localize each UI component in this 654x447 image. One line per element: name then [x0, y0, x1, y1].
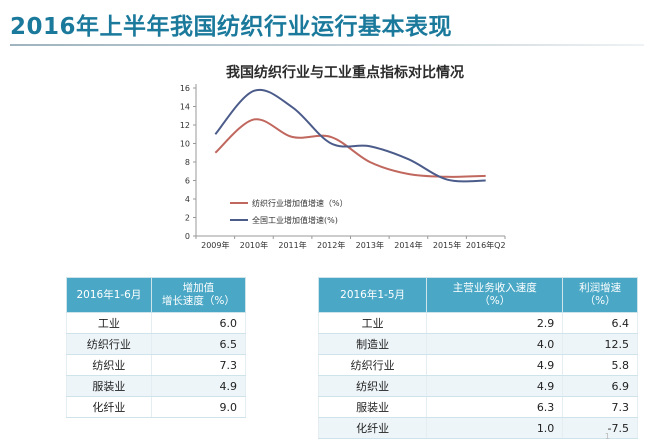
title-divider [10, 44, 644, 46]
row-label-cell: 纺织行业 [66, 333, 152, 355]
x-tick-label: 2012年 [317, 240, 345, 250]
value-cell: 4.9 [150, 375, 247, 397]
value-cell: 6.9 [562, 375, 638, 397]
row-label-cell: 工业 [66, 312, 152, 334]
value-cell: 6.3 [426, 396, 564, 418]
table-row: 服装业 4.9 [66, 375, 247, 397]
legend-label-2: 全国工业增加值增速(%) [252, 215, 338, 225]
x-tick-label: 2013年 [356, 240, 384, 250]
y-tick-label: 2 [185, 214, 190, 223]
y-tick-label: 12 [180, 121, 190, 130]
row-label-cell: 化纤业 [317, 417, 428, 439]
series-line-2 [214, 88, 486, 183]
value-cell: 2.9 [426, 312, 564, 334]
legend-label-1: 纺织行业增加值增速（%） [252, 198, 348, 208]
value-cell: 7.3 [562, 396, 638, 418]
line-chart: 0 2 4 6 8 10 12 14 16 2009年 2010年 2011年 2012年 2013年 20… [160, 58, 530, 263]
table-row: 纺织行业 6.5 [66, 333, 247, 355]
row-label-cell: 化纤业 [66, 396, 152, 418]
table-row: 纺织业 4.9 6.9 [317, 375, 638, 397]
series-line-1 [214, 118, 486, 178]
table-row: 化纤业 1.0 -7.5 [317, 417, 638, 439]
y-tick-label: 4 [185, 195, 190, 204]
column-header: 利润增速 （%） [562, 277, 638, 313]
row-label-cell: 制造业 [317, 333, 428, 355]
x-tick-label: 2016年Q2 [466, 240, 506, 250]
y-tick-label: 8 [185, 158, 190, 167]
column-header: 增加值 增长速度（%） [150, 277, 247, 313]
page-title: 2016年上半年我国纺织行业运行基本表现 [10, 14, 453, 40]
row-label-cell: 纺织业 [317, 375, 428, 397]
y-tick-label: 0 [185, 232, 190, 241]
table-row: 工业 2.9 6.4 [317, 312, 638, 334]
table-row: 纺织业 7.3 [66, 354, 247, 376]
column-header: 2016年1-6月 [66, 277, 152, 313]
x-tick-label: 2014年 [394, 240, 422, 250]
value-cell: 6.4 [562, 312, 638, 334]
value-cell: 4.9 [426, 375, 564, 397]
revenue-profit-table: 2016年1-5月 主营业务收入速度 （%） 利润增速 （%） 工业 2.9 6.4 制造业 4… [317, 277, 638, 439]
row-label-cell: 纺织行业 [317, 354, 428, 376]
x-tick-label: 2011年 [278, 240, 306, 250]
value-cell: 6.5 [150, 333, 247, 355]
y-tick-label: 10 [180, 140, 190, 149]
y-tick-label: 14 [180, 103, 190, 112]
row-label-cell: 服装业 [317, 396, 428, 418]
column-header: 2016年1-5月 [317, 277, 428, 313]
value-cell: 4.0 [426, 333, 564, 355]
value-cell: 1.0 [426, 417, 564, 439]
chart-canvas: 0 2 4 6 8 10 12 14 16 2009年 2010年 2011年 2012年 2013年 20… [180, 84, 506, 250]
table-row: 制造业 4.0 12.5 [317, 333, 638, 355]
value-cell: -7.5 [562, 417, 638, 439]
x-tick-label: 2015年 [433, 240, 461, 250]
x-tick-label: 2010年 [240, 240, 268, 250]
value-cell: 5.8 [562, 354, 638, 376]
table-row: 服装业 6.3 7.3 [317, 396, 638, 418]
row-label-cell: 纺织业 [66, 354, 152, 376]
value-cell: 7.3 [150, 354, 247, 376]
row-label-cell: 工业 [317, 312, 428, 334]
value-cell: 9.0 [150, 396, 247, 418]
value-cell: 12.5 [562, 333, 638, 355]
industry-value-added-table: 2016年1-6月 增加值 增长速度（%） 工业 6.0 纺织行业 6.5 纺织业 7.3 服装… [66, 277, 247, 418]
value-cell: 4.9 [426, 354, 564, 376]
table-header-row: 2016年1-6月 增加值 增长速度（%） [66, 277, 247, 313]
table-row: 纺织行业 4.9 5.8 [317, 354, 638, 376]
y-tick-label: 6 [185, 177, 190, 186]
row-label-cell: 服装业 [66, 375, 152, 397]
page-number: 1 [604, 432, 610, 441]
value-cell: 6.0 [150, 312, 247, 334]
x-tick-label: 2009年 [201, 240, 229, 250]
table-row: 工业 6.0 [66, 312, 247, 334]
table-row: 化纤业 9.0 [66, 396, 247, 418]
y-tick-label: 16 [180, 84, 190, 93]
column-header: 主营业务收入速度 （%） [426, 277, 564, 313]
table-header-row: 2016年1-5月 主营业务收入速度 （%） 利润增速 （%） [317, 277, 638, 313]
title-bar: 2016年上半年我国纺织行业运行基本表现 [0, 0, 654, 50]
chart-title: 我国纺织行业与工业重点指标对比情况 [226, 65, 464, 81]
